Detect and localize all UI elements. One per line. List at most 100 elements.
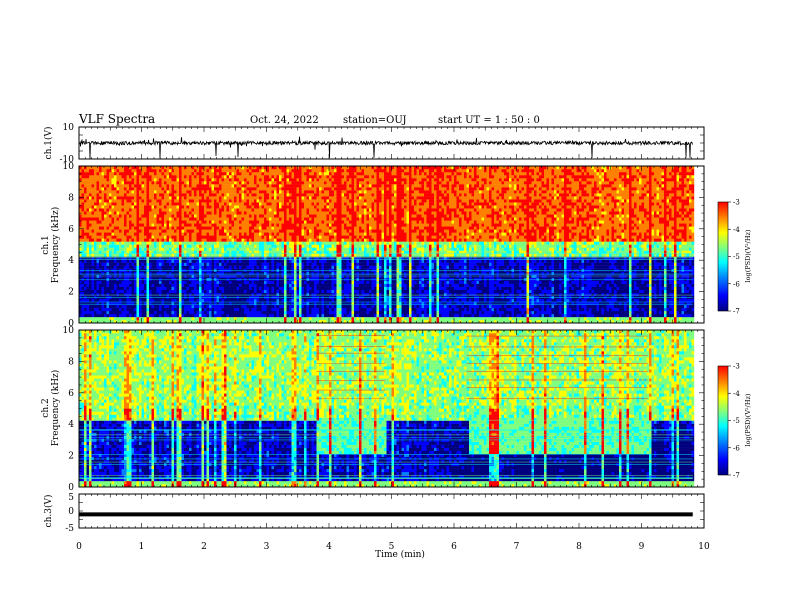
- spectrogram-cell: [111, 256, 115, 260]
- spectrogram-cell: [136, 220, 140, 224]
- spectrogram-cell: [291, 190, 295, 194]
- spectrogram-cell: [124, 298, 127, 303]
- spectrogram-cell: [251, 178, 255, 182]
- spectrogram-cell: [99, 250, 102, 254]
- spectrogram-cell: [176, 211, 180, 215]
- spectrogram-cell: [229, 172, 232, 176]
- spectrogram-cell: [209, 256, 212, 260]
- spectrogram-cell: [169, 253, 172, 257]
- spectrogram-cell: [94, 205, 97, 209]
- spectrogram-cell: [129, 262, 132, 266]
- spectrogram-cell: [204, 190, 207, 194]
- spectrogram-cell: [224, 283, 227, 287]
- spectrogram-cell: [189, 298, 192, 303]
- spectrogram-cell: [286, 316, 290, 321]
- spectrogram-cell: [264, 220, 267, 224]
- spectrogram-cell: [149, 259, 152, 263]
- spectrogram-cell: [131, 268, 135, 272]
- spectrogram-cell: [101, 304, 105, 309]
- spectrogram-cell: [136, 301, 140, 306]
- spectrogram-cell: [211, 283, 215, 287]
- spectrogram-cell: [104, 319, 107, 323]
- spectrogram-cell: [169, 223, 172, 227]
- spectrogram-cell: [219, 226, 222, 230]
- spectrogram-cell: [241, 214, 245, 218]
- spectrogram-cell: [244, 205, 247, 209]
- spectrogram-cell: [219, 271, 222, 275]
- spectrogram-cell: [156, 265, 160, 269]
- spectrogram-cell: [276, 307, 280, 312]
- spectrogram-cell: [139, 265, 142, 269]
- spectrogram-cell: [126, 268, 130, 272]
- spectrogram-cell: [279, 280, 282, 284]
- spectrogram-cell: [176, 184, 180, 188]
- spectrogram-cell: [144, 307, 147, 312]
- spectrogram-cell: [131, 244, 135, 248]
- spectrogram-cell: [131, 205, 135, 209]
- spectrogram-cell: [164, 265, 167, 269]
- spectrogram-cell: [151, 196, 155, 200]
- spectrogram-cell: [166, 217, 170, 221]
- spectrogram-cell: [156, 283, 160, 287]
- spectrogram-cell: [214, 172, 217, 176]
- spectrogram-cell: [226, 187, 230, 191]
- spectrogram-cell: [169, 169, 172, 173]
- spectrogram-cell: [261, 253, 265, 257]
- spectrogram-cell: [306, 205, 310, 209]
- spectrogram-cell: [231, 175, 235, 179]
- spectrogram-cell: [201, 202, 205, 206]
- spectrogram-cell: [289, 229, 292, 233]
- spectrogram-cell: [151, 241, 155, 245]
- spectrogram-cell: [204, 223, 207, 227]
- spectrogram-cell: [201, 319, 205, 323]
- spectrogram-cell: [129, 244, 132, 248]
- spectrogram-cell: [116, 310, 120, 315]
- spectrogram-cell: [281, 199, 285, 203]
- spectrogram-cell: [131, 214, 135, 218]
- spectrogram-cell: [181, 169, 185, 173]
- spectrogram-cell: [269, 268, 272, 272]
- spectrogram-cell: [259, 172, 262, 176]
- spectrogram-cell: [279, 190, 282, 194]
- spectrogram-cell: [209, 259, 212, 263]
- spectrogram-cell: [84, 268, 87, 272]
- spectrogram-cell: [144, 271, 147, 275]
- spectrogram-cell: [261, 196, 265, 200]
- spectrogram-cell: [234, 310, 237, 315]
- spectrogram-cell: [154, 256, 157, 260]
- spectrogram-cell: [166, 253, 170, 257]
- spectrogram-cell: [154, 169, 157, 173]
- spectrogram-cell: [151, 289, 155, 294]
- spectrogram-cell: [171, 283, 175, 287]
- spectrogram-cell: [294, 196, 297, 200]
- spectrogram-cell: [201, 307, 205, 312]
- spectrogram-cell: [124, 172, 127, 176]
- spectrogram-cell: [116, 319, 120, 323]
- spectrogram-cell: [209, 169, 212, 173]
- spectrogram-cell: [134, 226, 137, 230]
- spectrogram-cell: [289, 220, 292, 224]
- spectrogram-cell: [301, 232, 305, 236]
- spectrogram-cell: [164, 310, 167, 315]
- spectrogram-cell: [94, 292, 97, 297]
- spectrogram-cell: [129, 316, 132, 321]
- spectrogram-cell: [306, 244, 310, 248]
- spectrogram-cell: [234, 265, 237, 269]
- spectrogram-cell: [284, 304, 287, 309]
- spectrogram-cell: [89, 205, 92, 209]
- spectrogram-cell: [91, 286, 95, 290]
- spectrogram-cell: [239, 208, 242, 212]
- spectrogram-cell: [79, 256, 82, 260]
- spectrogram-cell: [99, 247, 102, 251]
- spectrogram-cell: [196, 286, 200, 290]
- spectrogram-cell: [114, 205, 117, 209]
- spectrogram-cell: [209, 208, 212, 212]
- spectrogram-cell: [139, 235, 142, 239]
- spectrogram-cell: [181, 259, 185, 263]
- spectrogram-cell: [181, 280, 185, 284]
- spectrogram-cell: [254, 196, 257, 200]
- spectrogram-cell: [251, 316, 255, 321]
- spectrogram-cell: [214, 217, 217, 221]
- spectrogram-cell: [169, 178, 172, 182]
- spectrogram-cell: [251, 310, 255, 315]
